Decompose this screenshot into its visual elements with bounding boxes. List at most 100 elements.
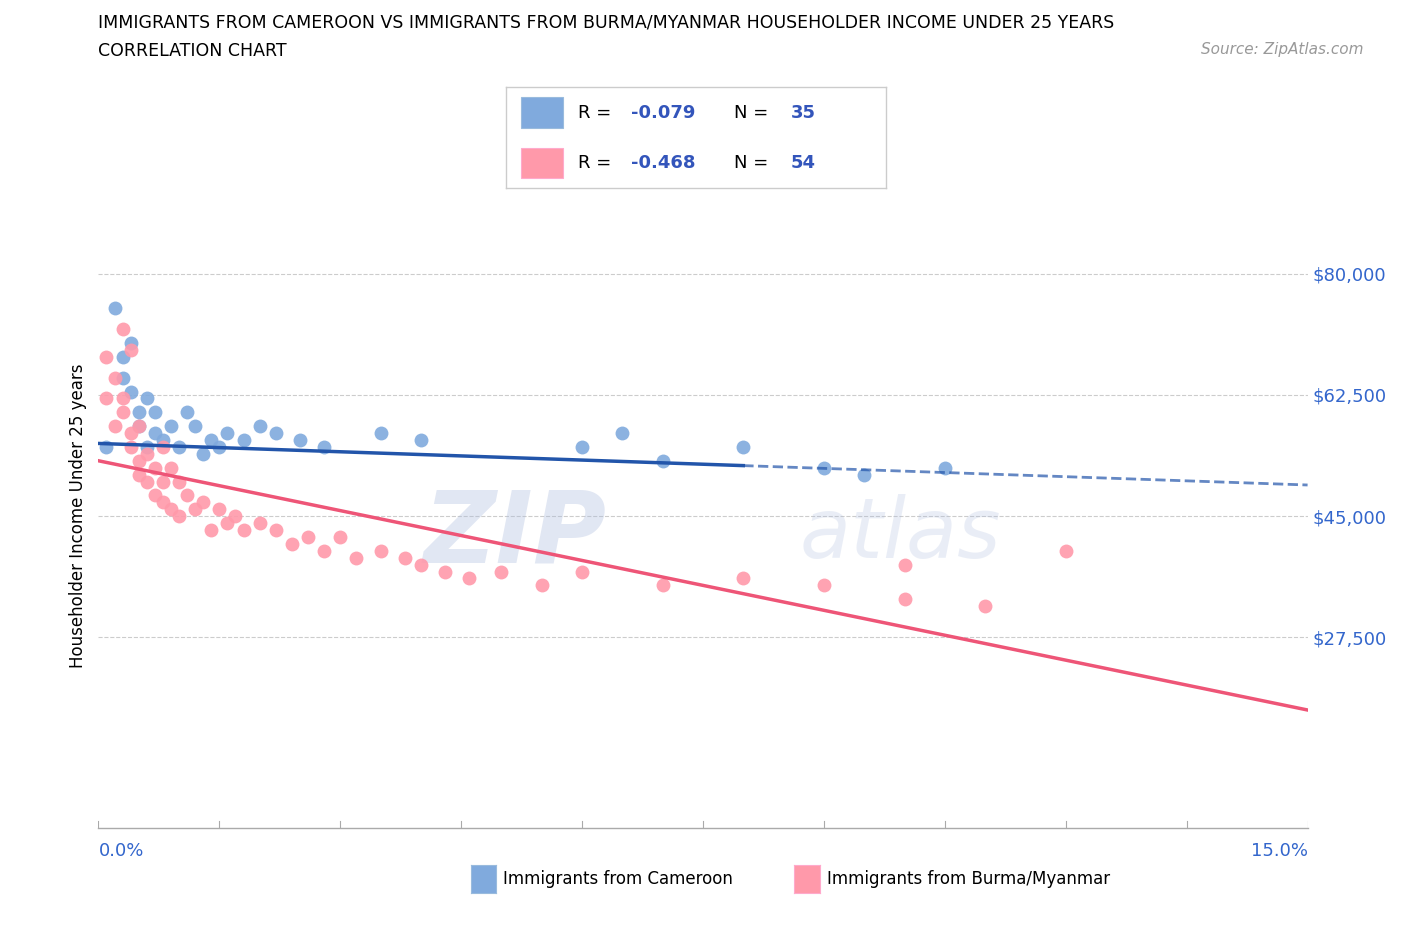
Point — [120, 440, 142, 455]
Y-axis label: Householder Income Under 25 years: Householder Income Under 25 years — [69, 364, 87, 669]
Point — [853, 467, 876, 482]
Point — [329, 529, 352, 544]
Point — [224, 509, 246, 524]
Text: atlas: atlas — [800, 495, 1001, 576]
Point — [200, 523, 222, 538]
Point — [128, 418, 150, 433]
Point — [143, 488, 166, 503]
Point — [176, 405, 198, 419]
Text: Immigrants from Burma/Myanmar: Immigrants from Burma/Myanmar — [827, 870, 1109, 888]
Point — [733, 571, 755, 586]
Point — [612, 426, 634, 441]
Point — [111, 322, 134, 337]
Point — [152, 432, 174, 447]
Point — [103, 418, 125, 433]
Text: Source: ZipAtlas.com: Source: ZipAtlas.com — [1201, 42, 1364, 57]
Text: 15.0%: 15.0% — [1250, 842, 1308, 859]
Point — [370, 543, 392, 558]
Bar — [522, 98, 562, 127]
Point — [128, 405, 150, 419]
Point — [128, 467, 150, 482]
Point — [120, 426, 142, 441]
Point — [200, 432, 222, 447]
Point — [651, 578, 673, 592]
Text: R =: R = — [578, 153, 617, 172]
Text: -0.079: -0.079 — [631, 103, 696, 122]
Point — [571, 565, 593, 579]
Point — [160, 502, 183, 517]
Point — [152, 440, 174, 455]
Point — [344, 551, 367, 565]
Point — [160, 418, 183, 433]
Point — [96, 391, 118, 405]
Point — [893, 591, 915, 606]
Point — [249, 418, 271, 433]
Point — [394, 551, 416, 565]
Point — [491, 565, 513, 579]
Point — [217, 426, 239, 441]
Text: 54: 54 — [790, 153, 815, 172]
Point — [813, 578, 835, 592]
Point — [208, 502, 231, 517]
Point — [135, 440, 157, 455]
Point — [530, 578, 553, 592]
Point — [184, 418, 207, 433]
Text: N =: N = — [734, 103, 773, 122]
Text: -0.468: -0.468 — [631, 153, 696, 172]
Point — [111, 370, 134, 385]
Point — [120, 336, 142, 351]
Point — [135, 446, 157, 461]
Point — [135, 391, 157, 405]
Point — [120, 384, 142, 399]
Point — [288, 432, 311, 447]
Point — [249, 515, 271, 530]
Point — [96, 350, 118, 365]
Point — [733, 440, 755, 455]
Text: IMMIGRANTS FROM CAMEROON VS IMMIGRANTS FROM BURMA/MYANMAR HOUSEHOLDER INCOME UND: IMMIGRANTS FROM CAMEROON VS IMMIGRANTS F… — [98, 14, 1115, 32]
Point — [208, 440, 231, 455]
Point — [651, 453, 673, 468]
Text: ZIP: ZIP — [423, 486, 606, 583]
Point — [167, 474, 190, 489]
Text: R =: R = — [578, 103, 617, 122]
Point — [281, 537, 304, 551]
Point — [434, 565, 457, 579]
Point — [314, 543, 336, 558]
Point — [193, 446, 215, 461]
Point — [111, 405, 134, 419]
Point — [184, 502, 207, 517]
Point — [152, 474, 174, 489]
Point — [232, 523, 254, 538]
Point — [111, 391, 134, 405]
Point — [314, 440, 336, 455]
Point — [1054, 543, 1077, 558]
Point — [96, 440, 118, 455]
Text: CORRELATION CHART: CORRELATION CHART — [98, 42, 287, 60]
Point — [264, 523, 287, 538]
Point — [167, 509, 190, 524]
Bar — [522, 148, 562, 178]
Point — [297, 529, 319, 544]
Point — [167, 440, 190, 455]
Point — [128, 453, 150, 468]
Point — [111, 350, 134, 365]
Point — [143, 460, 166, 475]
Point — [264, 426, 287, 441]
Point — [409, 432, 432, 447]
Point — [813, 460, 835, 475]
Point — [143, 405, 166, 419]
Point — [893, 557, 915, 572]
Text: 0.0%: 0.0% — [98, 842, 143, 859]
Text: N =: N = — [734, 153, 773, 172]
Point — [458, 571, 481, 586]
Point — [232, 432, 254, 447]
Point — [103, 301, 125, 316]
Point — [217, 515, 239, 530]
Text: Immigrants from Cameroon: Immigrants from Cameroon — [503, 870, 733, 888]
Text: 35: 35 — [790, 103, 815, 122]
Point — [135, 474, 157, 489]
Point — [103, 370, 125, 385]
Point — [370, 426, 392, 441]
Point — [974, 599, 997, 614]
Point — [571, 440, 593, 455]
